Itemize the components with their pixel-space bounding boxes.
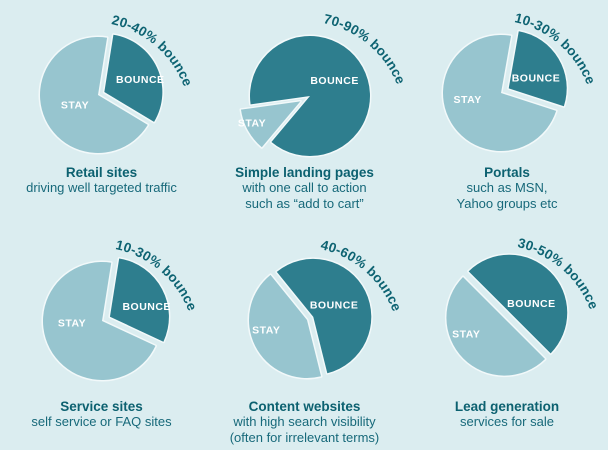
stay-slice [41, 260, 157, 382]
stay-slice-label: STAY [453, 94, 481, 106]
stay-slice [239, 99, 302, 149]
chart-title: Lead generation [454, 399, 560, 414]
stay-slice-label: STAY [252, 325, 280, 337]
bounce-slice [248, 34, 372, 158]
chart-subtitle-line: driving well targeted traffic [26, 180, 177, 195]
chart-subtitle-line: services for sale [460, 414, 554, 429]
stay-slice-label: STAY [238, 118, 266, 130]
stay-slice [247, 273, 323, 380]
chart-cell-service-sites: BOUNCE STAY 10-30% bounce Service sites se… [0, 225, 203, 450]
bounce-slice-label: BOUNCE [116, 74, 165, 86]
stay-slice [38, 35, 150, 155]
bounce-slice-label: BOUNCE [507, 298, 556, 310]
bounce-slice-label: BOUNCE [512, 73, 561, 85]
chart-subtitle-line: such as MSN, [466, 180, 548, 195]
chart-subtitle-line: with one call to action [242, 180, 367, 195]
chart-title: Simple landing pages [235, 165, 374, 180]
chart-cell-content-websites: BOUNCE STAY 40-60% bounce Content websites… [203, 225, 406, 450]
chart-title: Content websites [248, 399, 361, 414]
chart-cell-simple-landing-pages: BOUNCE STAY 70-90% bounce Simple landing p… [203, 0, 408, 225]
stay-slice-label: STAY [452, 329, 480, 341]
chart-title: Portals [484, 165, 530, 180]
bounce-slice [108, 256, 171, 344]
chart-title: Service sites [60, 399, 143, 414]
bounce-slice-label: BOUNCE [310, 75, 359, 87]
bounce-slice-label: BOUNCE [310, 299, 359, 311]
chart-subtitle-line: (often for irrelevant terms) [229, 430, 380, 445]
bounce-slice [467, 253, 569, 355]
chart-subtitle-line: such as “add to cart” [245, 196, 364, 211]
bounce-slice [102, 33, 164, 124]
chart-subtitle-line: self service or FAQ sites [31, 414, 172, 429]
bounce-slice [275, 257, 373, 375]
chart-subtitle-line: with high search visibility [233, 414, 376, 429]
chart-subtitle-line: Yahoo groups etc [456, 196, 558, 211]
bounce-slice [507, 29, 569, 108]
chart-cell-lead-generation: BOUNCE STAY 30-50% bounce Lead generation … [406, 225, 608, 450]
stay-slice-label: STAY [58, 318, 86, 330]
chart-cell-retail-sites: BOUNCE STAY 20-40% bounce Retail sites dri… [0, 0, 203, 225]
stay-slice [441, 33, 558, 153]
chart-cell-portals: BOUNCE STAY 10-30% bounce Portals such as … [406, 0, 608, 225]
stay-slice [444, 275, 547, 378]
bounce-slice-label: BOUNCE [122, 301, 171, 313]
chart-title: Retail sites [65, 165, 138, 180]
stay-slice-label: STAY [61, 99, 89, 111]
